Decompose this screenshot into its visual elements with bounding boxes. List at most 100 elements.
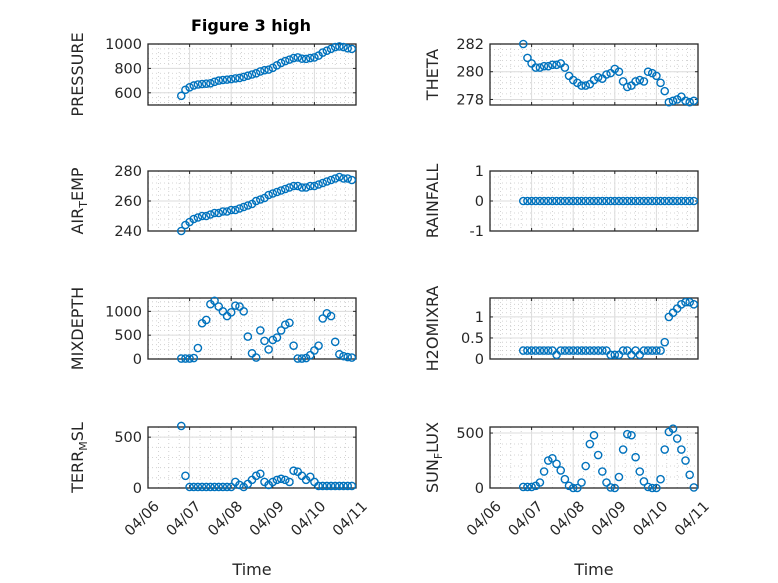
data-point [643, 67, 653, 77]
data-point [231, 301, 240, 310]
data-point [535, 478, 545, 487]
figure-title: Figure 3 high [191, 16, 311, 35]
data-point [568, 483, 578, 493]
axes-box [489, 297, 699, 360]
data-point [635, 196, 645, 206]
data-point [639, 196, 649, 206]
data-point [176, 354, 186, 363]
data-point [598, 196, 607, 206]
data-point [518, 346, 528, 355]
data-point [343, 481, 352, 491]
data-point [256, 67, 265, 76]
data-point [305, 53, 315, 63]
data-point [206, 482, 215, 492]
data-point [539, 467, 549, 476]
data-point [577, 196, 586, 206]
data-point [214, 76, 224, 85]
data-point [339, 481, 348, 491]
data-point [347, 481, 357, 491]
data-point [268, 63, 278, 73]
data-point [343, 43, 352, 53]
data-point [639, 346, 649, 355]
data-point [656, 346, 665, 355]
data-point [647, 196, 657, 206]
data-point [297, 54, 307, 63]
data-point [635, 75, 645, 85]
data-point [293, 53, 303, 62]
data-point [235, 302, 244, 311]
data-point [181, 471, 190, 481]
data-point [280, 320, 290, 329]
subplot-pressure: 600 800 1000 PRESSURE [68, 32, 357, 117]
data-point [210, 208, 219, 218]
data-point [598, 467, 607, 476]
data-point [335, 172, 344, 182]
data-point [264, 190, 273, 200]
data-point [256, 326, 265, 335]
data-point [560, 196, 570, 206]
data-point [176, 421, 186, 431]
data-point [523, 53, 532, 63]
data-point [218, 307, 228, 316]
subplot-h2omixra: 0 0.5 1 H2OMIXRA [423, 286, 699, 371]
data-point [214, 208, 224, 218]
y-tick-label: 0 [475, 352, 484, 368]
data-point [185, 482, 194, 492]
data-point [652, 346, 661, 355]
data-point [535, 196, 545, 206]
data-point [639, 477, 649, 486]
data-point [589, 430, 599, 440]
x-axis-label-left: Time [231, 560, 271, 579]
data-point [556, 466, 566, 475]
data-point [689, 196, 699, 206]
x-tick-label: 04/10 [288, 499, 329, 540]
data-point [335, 42, 344, 51]
data-point [231, 74, 240, 83]
y-axis-label: RAINFALL [423, 164, 442, 239]
data-point [239, 307, 248, 316]
x-tick-label: 04/08 [547, 499, 588, 540]
data-point [531, 196, 541, 206]
data-point [335, 481, 344, 491]
axes-box [489, 43, 699, 106]
y-tick-label: 500 [114, 328, 142, 344]
data-point [548, 60, 557, 70]
data-point [176, 91, 186, 101]
data-point [285, 55, 294, 64]
data-point [681, 196, 690, 206]
data-point [251, 353, 261, 362]
x-tick-label: 04/11 [672, 499, 713, 540]
data-point [614, 196, 624, 206]
data-point [618, 77, 628, 86]
data-point [264, 345, 273, 354]
data-point [272, 187, 282, 197]
data-point [314, 180, 323, 189]
data-point [518, 196, 528, 206]
y-axis-label: PRESSURE [68, 32, 87, 116]
data-point [197, 482, 207, 492]
data-point [206, 210, 215, 219]
data-point [276, 474, 286, 484]
data-point [210, 482, 219, 492]
data-point [322, 46, 332, 56]
data-point [681, 456, 690, 465]
data-point [297, 471, 307, 481]
data-point [577, 81, 586, 90]
data-point [280, 184, 290, 194]
data-point [622, 196, 632, 206]
data-point [577, 346, 586, 355]
data-point [310, 346, 319, 355]
y-axis-label: THETA [423, 49, 442, 101]
data-point [210, 77, 219, 87]
data-point [564, 481, 574, 491]
data-point [531, 346, 541, 355]
data-point [556, 196, 566, 206]
data-point [185, 354, 194, 363]
data-point [606, 350, 615, 360]
data-point [652, 196, 661, 206]
axes-box [147, 297, 357, 360]
data-point [326, 481, 336, 491]
data-point [539, 346, 549, 355]
x-tick-label: 04/07 [164, 499, 205, 540]
data-point [602, 478, 611, 487]
